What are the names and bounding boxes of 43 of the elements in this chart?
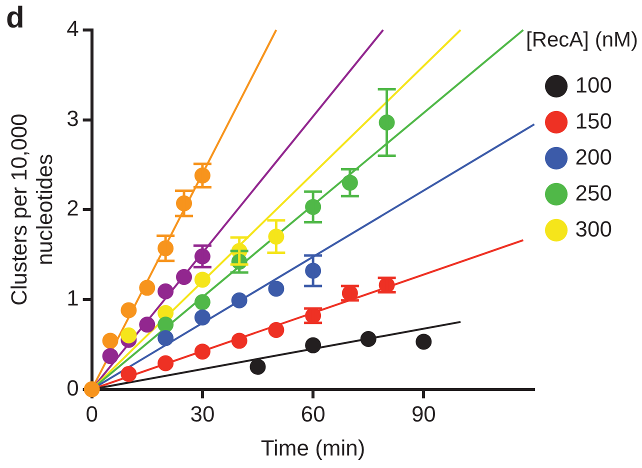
point bbox=[194, 309, 210, 326]
point bbox=[194, 294, 210, 310]
y-tick-label: 3 bbox=[66, 106, 79, 131]
point bbox=[158, 330, 174, 346]
legend-label: 100 bbox=[575, 72, 612, 98]
y-tick-label: 2 bbox=[66, 196, 79, 221]
point bbox=[158, 283, 174, 300]
point bbox=[84, 381, 100, 398]
point bbox=[360, 331, 376, 347]
x-tick-label: 30 bbox=[190, 402, 215, 427]
x-tick-label: 60 bbox=[300, 402, 326, 427]
y-tick-label: 1 bbox=[66, 286, 79, 311]
point bbox=[194, 272, 210, 288]
point bbox=[158, 355, 174, 372]
point bbox=[231, 332, 248, 349]
point bbox=[231, 292, 248, 308]
point bbox=[139, 280, 156, 296]
y-tick-label: 4 bbox=[66, 16, 79, 42]
point bbox=[120, 302, 137, 318]
legend-label: 150 bbox=[575, 108, 612, 134]
text: d bbox=[6, 1, 24, 34]
legend-title: [RecA] (nM) bbox=[526, 28, 638, 52]
point bbox=[176, 269, 192, 286]
point bbox=[250, 358, 266, 375]
point bbox=[102, 348, 118, 364]
point bbox=[120, 366, 137, 382]
point bbox=[120, 327, 137, 344]
legend-label: 200 bbox=[575, 144, 612, 170]
point bbox=[268, 280, 284, 297]
point bbox=[194, 344, 210, 360]
y-axis-title: Clusters per 10,000 nucleotides bbox=[6, 114, 58, 306]
point bbox=[268, 322, 284, 338]
point bbox=[416, 334, 432, 350]
x-tick-label: 0 bbox=[86, 402, 98, 427]
point bbox=[305, 337, 322, 354]
point bbox=[139, 316, 156, 333]
x-tick-label: 90 bbox=[411, 402, 436, 427]
legend-label: 250 bbox=[575, 180, 612, 206]
legend-label: 300 bbox=[575, 216, 612, 242]
point bbox=[102, 332, 118, 349]
y-tick-label: 0 bbox=[66, 375, 79, 400]
x-axis-title: Time (min) bbox=[260, 435, 366, 460]
point bbox=[158, 316, 174, 333]
